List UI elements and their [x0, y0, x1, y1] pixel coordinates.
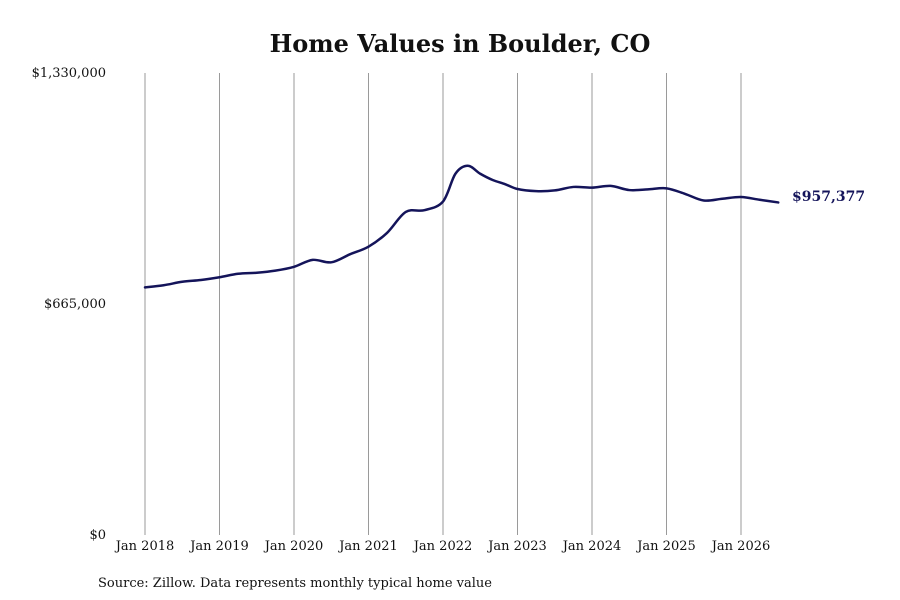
x-tick-label: Jan 2018: [114, 539, 175, 554]
series-layer: [143, 164, 780, 289]
x-tick-label: Jan 2019: [188, 539, 249, 554]
x-tick-label: Jan 2024: [561, 539, 622, 554]
x-tick-label: Jan 2021: [337, 539, 398, 554]
y-axis-tick-labels: $1,330,000 $665,000 $0: [32, 66, 106, 543]
series-line-0: [143, 164, 780, 289]
source-note: Source: Zillow. Data represents monthly …: [98, 576, 492, 591]
y-tick-label: $1,330,000: [32, 66, 106, 81]
chart-title: Home Values in Boulder, CO: [270, 29, 651, 58]
grid-layer: [144, 73, 742, 535]
end-value-label: $957,377: [792, 189, 865, 205]
x-tick-label: Jan 2020: [263, 539, 324, 554]
x-tick-label: Jan 2025: [635, 539, 696, 554]
x-tick-label: Jan 2026: [710, 539, 771, 554]
x-tick-label: Jan 2022: [412, 539, 473, 554]
x-tick-label: Jan 2023: [486, 539, 547, 554]
y-tick-label: $0: [89, 528, 106, 543]
x-axis-tick-labels: Jan 2018 Jan 2019 Jan 2020 Jan 2021 Jan 2022…: [114, 539, 771, 554]
y-tick-label: $665,000: [44, 297, 106, 312]
